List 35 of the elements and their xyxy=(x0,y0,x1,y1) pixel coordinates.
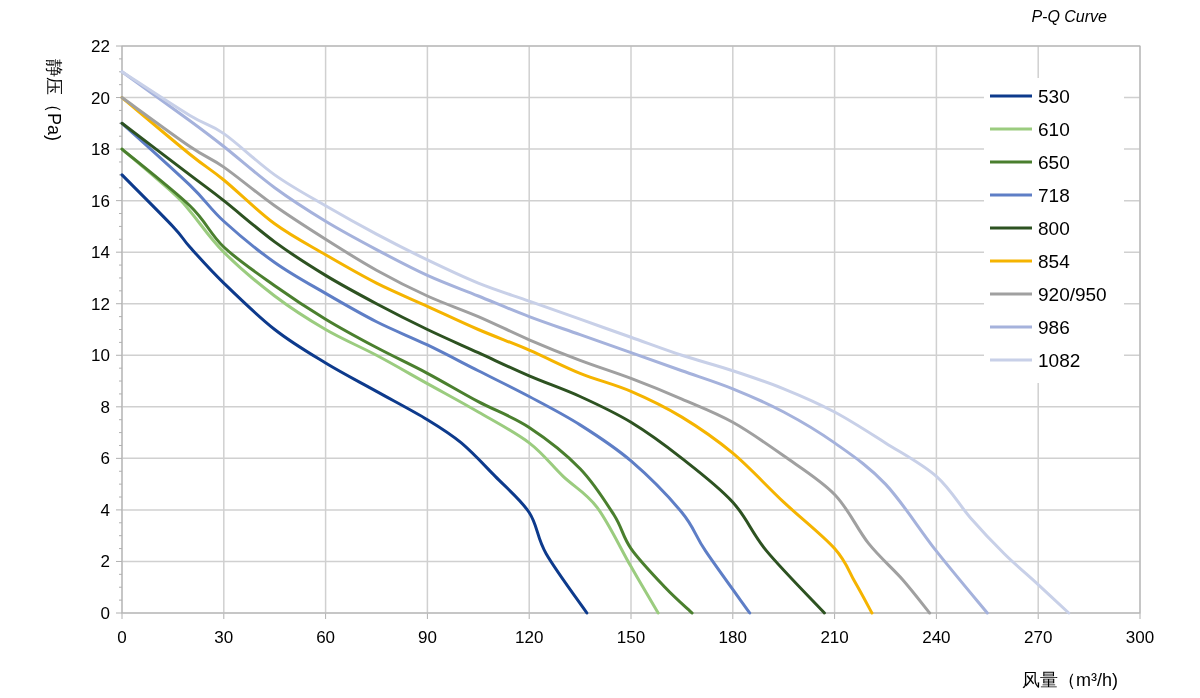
y-tick-label: 22 xyxy=(91,37,110,56)
x-tick-label: 300 xyxy=(1125,628,1155,647)
x-axis-title: 风量（m³/h) xyxy=(1022,670,1118,690)
y-tick-label: 0 xyxy=(100,604,110,623)
x-tick-label: 270 xyxy=(1024,628,1053,647)
y-tick-label: 10 xyxy=(91,346,110,366)
chart-title: P-Q Curve xyxy=(1031,8,1108,25)
y-tick-label: 12 xyxy=(91,294,110,314)
y-axis-title: 静压（Pa) xyxy=(44,58,64,142)
legend-label: 610 xyxy=(1038,119,1070,140)
y-tick-label: 2 xyxy=(100,552,110,572)
x-tick-label: 30 xyxy=(214,628,234,647)
x-tick-label: 0 xyxy=(117,628,127,647)
x-tick-label: 150 xyxy=(616,628,646,647)
legend-label: 530 xyxy=(1038,86,1070,107)
legend-label: 920/950 xyxy=(1038,284,1107,305)
legend-label: 986 xyxy=(1038,317,1070,338)
y-tick-label: 4 xyxy=(100,500,110,520)
legend-label: 1082 xyxy=(1038,350,1081,371)
y-tick-label: 16 xyxy=(91,191,110,211)
legend-label: 854 xyxy=(1038,251,1071,272)
x-tick-label: 240 xyxy=(922,628,951,647)
x-tick-label: 120 xyxy=(515,628,544,647)
legend-label: 650 xyxy=(1038,152,1070,173)
x-tick-label: 210 xyxy=(820,628,849,647)
x-tick-label: 60 xyxy=(316,628,336,647)
y-tick-label: 18 xyxy=(91,140,110,160)
legend-label: 718 xyxy=(1038,185,1070,206)
x-tick-label: 90 xyxy=(417,628,437,647)
x-tick-label: 180 xyxy=(718,628,747,647)
legend-label: 800 xyxy=(1038,218,1070,239)
y-tick-label: 8 xyxy=(100,397,110,417)
y-tick-label: 14 xyxy=(91,243,110,263)
y-tick-label: 20 xyxy=(91,88,110,108)
y-tick-label: 6 xyxy=(100,449,110,469)
